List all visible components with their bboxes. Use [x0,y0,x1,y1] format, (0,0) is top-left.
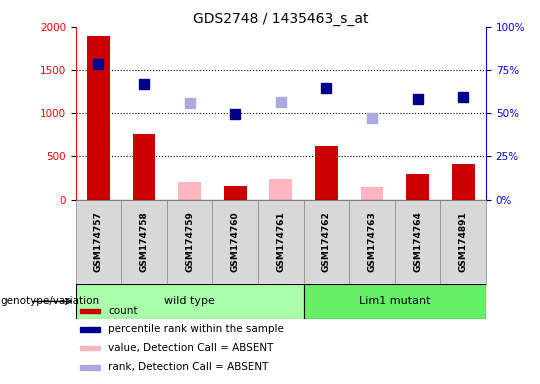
Text: Lim1 mutant: Lim1 mutant [359,296,430,306]
Bar [224,186,247,200]
Text: GSM174762: GSM174762 [322,212,331,272]
Text: GSM174759: GSM174759 [185,212,194,272]
Bar [452,164,475,200]
Bar [167,200,212,284]
Bar [406,174,429,200]
Bar [76,284,303,319]
Text: GSM174763: GSM174763 [368,212,376,272]
Text: GSM174758: GSM174758 [139,212,148,272]
Text: GSM174761: GSM174761 [276,212,285,272]
Text: count: count [109,306,138,316]
Bar [349,200,395,284]
Bar [361,187,383,200]
Text: percentile rank within the sample: percentile rank within the sample [109,324,284,334]
Bar [133,134,156,200]
Bar [269,179,292,200]
Text: GSM174891: GSM174891 [458,212,468,272]
Text: GSM174760: GSM174760 [231,212,240,272]
Text: GSM174757: GSM174757 [94,212,103,272]
Bar [303,200,349,284]
Bar [80,309,100,313]
Text: GSM174764: GSM174764 [413,212,422,272]
Bar [395,200,441,284]
Bar [80,327,100,332]
Bar [121,200,167,284]
Text: value, Detection Call = ABSENT: value, Detection Call = ABSENT [109,343,274,353]
Bar [80,346,100,350]
Bar [315,146,338,200]
Text: rank, Detection Call = ABSENT: rank, Detection Call = ABSENT [109,362,269,372]
Text: wild type: wild type [164,296,215,306]
Bar [80,366,100,369]
Bar [87,36,110,200]
Bar [303,284,486,319]
Text: genotype/variation: genotype/variation [0,296,99,306]
Title: GDS2748 / 1435463_s_at: GDS2748 / 1435463_s_at [193,12,368,26]
Bar [212,200,258,284]
Bar [441,200,486,284]
Bar [178,182,201,200]
Bar [258,200,303,284]
Bar [76,200,121,284]
